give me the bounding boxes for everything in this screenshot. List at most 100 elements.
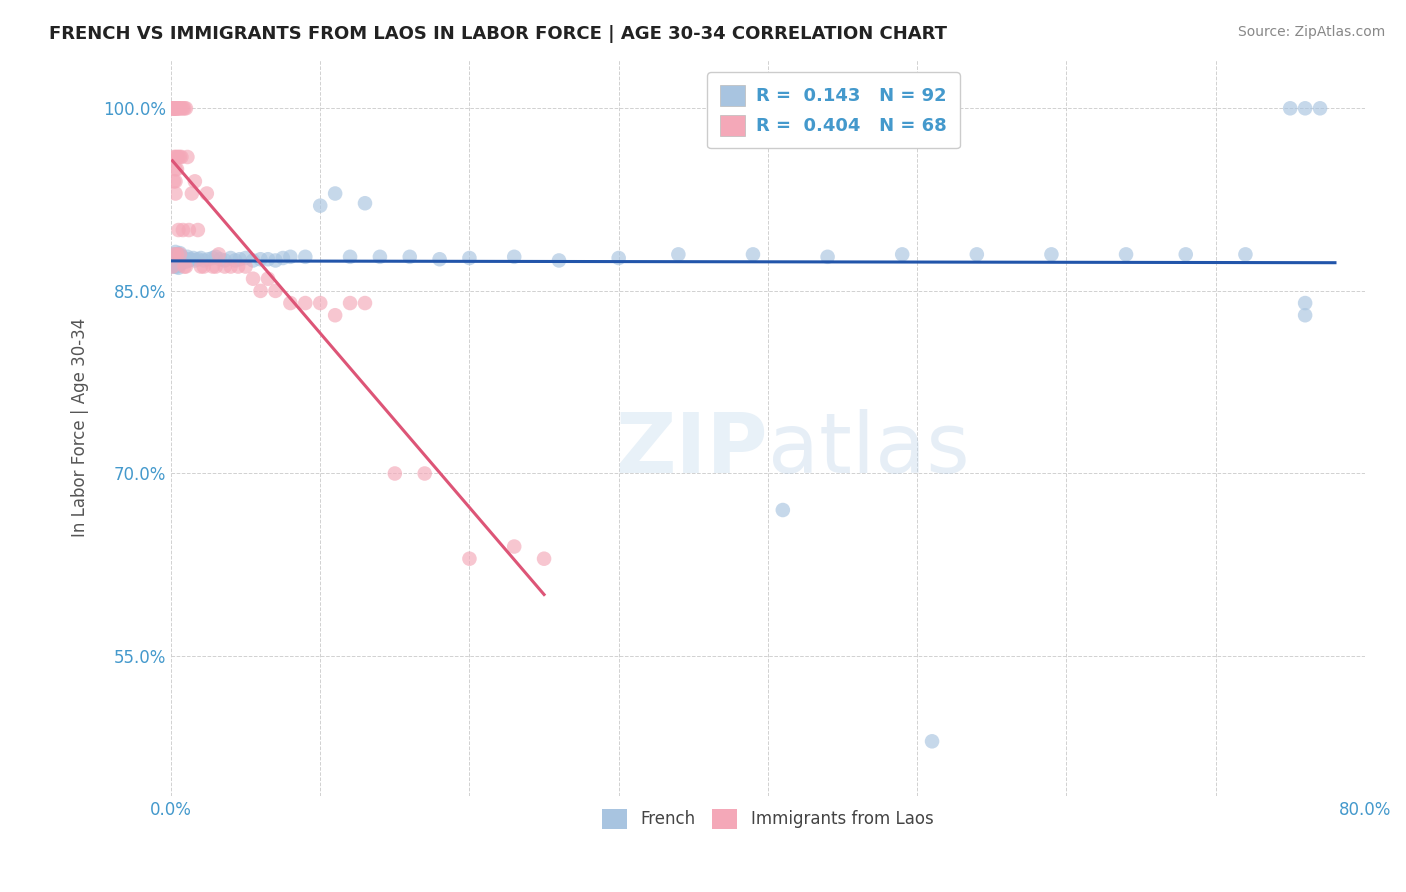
Point [174, 260, 197, 274]
Text: atlas: atlas [768, 409, 970, 491]
Point [165, 174, 187, 188]
Point [219, 251, 242, 265]
Point [249, 252, 271, 267]
Point [166, 253, 188, 268]
Point [162, 101, 184, 115]
Point [165, 150, 187, 164]
Point [167, 223, 190, 237]
Point [219, 260, 242, 274]
Point [1294, 296, 1316, 310]
Point [1294, 308, 1316, 322]
Point [162, 101, 184, 115]
Point [177, 253, 200, 268]
Point [167, 247, 190, 261]
Point [166, 260, 188, 274]
Point [214, 253, 236, 268]
Point [166, 249, 188, 263]
Point [169, 252, 191, 267]
Point [197, 252, 219, 267]
Point [162, 260, 184, 274]
Point [458, 551, 481, 566]
Point [503, 250, 526, 264]
Point [162, 260, 184, 274]
Point [184, 174, 207, 188]
Point [271, 251, 294, 265]
Point [339, 296, 361, 310]
Point [163, 101, 186, 115]
Point [458, 251, 481, 265]
Point [163, 252, 186, 267]
Point [170, 252, 193, 267]
Point [167, 250, 190, 264]
Point [280, 296, 302, 310]
Y-axis label: In Labor Force | Age 30-34: In Labor Force | Age 30-34 [72, 318, 89, 538]
Point [172, 223, 194, 237]
Point [163, 254, 186, 268]
Point [165, 101, 187, 115]
Point [1279, 101, 1302, 115]
Point [174, 254, 197, 268]
Point [184, 253, 207, 268]
Point [201, 260, 224, 274]
Point [249, 284, 271, 298]
Point [204, 260, 226, 274]
Point [165, 251, 187, 265]
Point [170, 256, 193, 270]
Point [195, 186, 218, 201]
Point [165, 162, 187, 177]
Point [309, 199, 332, 213]
Point [163, 101, 186, 115]
Point [294, 250, 316, 264]
Point [163, 247, 186, 261]
Point [165, 186, 187, 201]
Point [165, 253, 187, 268]
Point [190, 251, 212, 265]
Point [179, 252, 201, 267]
Point [172, 254, 194, 268]
Point [167, 101, 190, 115]
Point [163, 174, 186, 188]
Point [294, 296, 316, 310]
Legend: French, Immigrants from Laos: French, Immigrants from Laos [596, 802, 941, 836]
Point [533, 551, 555, 566]
Point [354, 196, 377, 211]
Point [224, 253, 246, 268]
Point [166, 247, 188, 261]
Point [166, 247, 188, 261]
Point [167, 252, 190, 267]
Point [165, 101, 187, 115]
Point [166, 252, 188, 267]
Point [193, 260, 215, 274]
Point [167, 254, 190, 268]
Point [169, 249, 191, 263]
Point [165, 244, 187, 259]
Point [187, 223, 209, 237]
Point [165, 260, 187, 274]
Point [187, 252, 209, 267]
Point [173, 260, 195, 274]
Text: ZIP: ZIP [616, 409, 768, 491]
Point [163, 101, 186, 115]
Point [167, 101, 190, 115]
Point [169, 101, 191, 115]
Point [174, 101, 197, 115]
Point [167, 260, 190, 275]
Point [165, 101, 187, 115]
Point [172, 101, 194, 115]
Point [742, 247, 765, 261]
Point [264, 253, 287, 268]
Point [339, 250, 361, 264]
Text: Source: ZipAtlas.com: Source: ZipAtlas.com [1237, 25, 1385, 39]
Point [166, 101, 188, 115]
Point [163, 150, 186, 164]
Point [209, 252, 232, 267]
Point [166, 162, 188, 177]
Point [280, 250, 302, 264]
Point [398, 250, 420, 264]
Point [257, 271, 280, 285]
Point [772, 503, 794, 517]
Point [323, 186, 346, 201]
Point [548, 253, 571, 268]
Point [429, 252, 451, 267]
Point [167, 253, 190, 268]
